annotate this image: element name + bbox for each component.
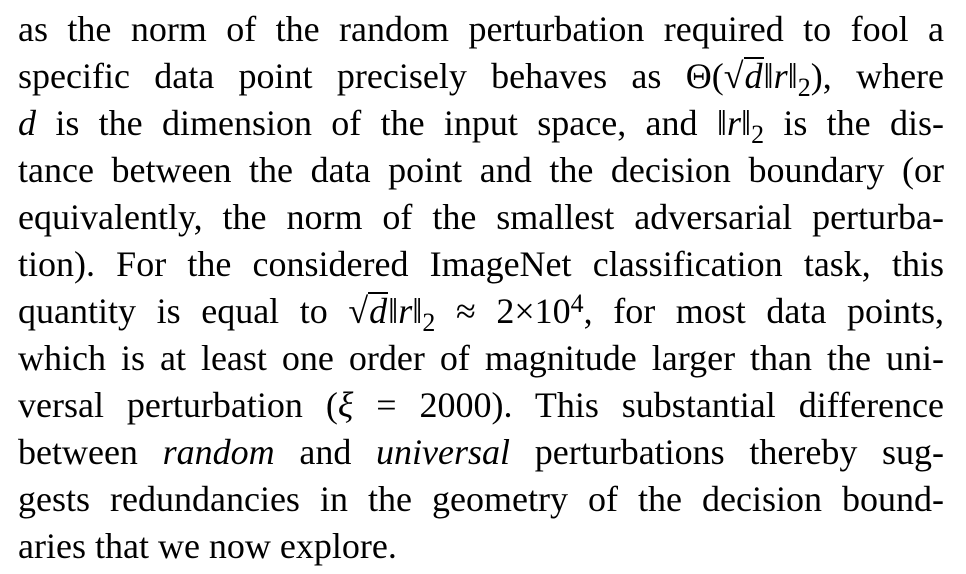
text-line-7: quantity is equal to √d‖r‖2 ≈ 2×104, for… bbox=[18, 288, 944, 338]
line-9-pre: versal perturbation ( bbox=[18, 385, 338, 425]
text-line-11: gests redundancies in the geometry of th… bbox=[18, 476, 944, 523]
line-2-post: , where bbox=[822, 56, 945, 96]
line-1-text: as the norm of the random perturbation r… bbox=[18, 9, 944, 49]
norm-r-expression: ‖r‖2 bbox=[716, 103, 765, 150]
line-3-post: is the dis- bbox=[783, 103, 944, 143]
text-line-5: equivalently, the norm of the smallest a… bbox=[18, 194, 944, 241]
approx-expression: √d‖r‖2 ≈ 2×104 bbox=[348, 289, 584, 338]
line-11-text: gests redundancies in the geometry of th… bbox=[18, 479, 944, 519]
variable-d: d bbox=[18, 103, 36, 143]
line-8-text: which is at least one order of magnitude… bbox=[18, 338, 944, 378]
line-2-pre: specific data point precisely behaves as bbox=[18, 56, 662, 96]
line-3-mid: is the dimension of the input space, and bbox=[55, 103, 698, 143]
text-line-2: specific data point precisely behaves as… bbox=[18, 53, 945, 103]
line-10-a: between bbox=[18, 432, 138, 472]
text-line-10: between random and universal perturbatio… bbox=[18, 429, 944, 476]
line-6-text: tion). For the considered ImageNet class… bbox=[18, 244, 944, 284]
line-4-text: tance between the data point and the dec… bbox=[18, 150, 944, 190]
emphasis-random: random bbox=[162, 432, 275, 472]
text-line-8: which is at least one order of magnitude… bbox=[18, 335, 944, 382]
theta-expression: Θ(√d‖r‖2) bbox=[685, 56, 823, 103]
line-10-b: and bbox=[299, 432, 352, 472]
text-line-9: versal perturbation (ξ = 2000). This sub… bbox=[18, 382, 944, 429]
line-7-pre: quantity is equal to bbox=[18, 291, 328, 331]
line-12-text: aries that we now explore. bbox=[18, 526, 397, 566]
paper-paragraph: as the norm of the random perturbation r… bbox=[18, 6, 944, 570]
text-line-1: as the norm of the random perturbation r… bbox=[18, 6, 944, 53]
text-line-3: d is the dimension of the input space, a… bbox=[18, 100, 944, 150]
line-9-post: 2000). This substantial difference bbox=[419, 385, 944, 425]
line-7-post: , for most data points, bbox=[583, 291, 944, 331]
line-10-c: perturbations thereby sug- bbox=[534, 432, 945, 472]
text-line-4: tance between the data point and the dec… bbox=[18, 147, 944, 194]
text-line-12: aries that we now explore. bbox=[18, 523, 944, 570]
text-line-6: tion). For the considered ImageNet class… bbox=[18, 241, 944, 288]
line-5-text: equivalently, the norm of the smallest a… bbox=[18, 197, 944, 237]
xi-expression: ξ = bbox=[337, 385, 420, 425]
emphasis-universal: universal bbox=[376, 432, 511, 472]
